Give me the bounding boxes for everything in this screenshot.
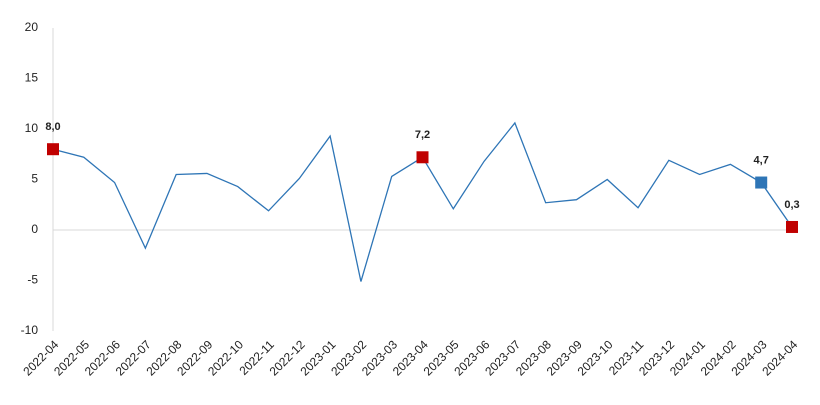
y-tick-label: -10 [21,323,39,337]
y-tick-label: 5 [31,172,38,186]
value-label: 0,3 [784,199,799,211]
marker [47,143,59,156]
marker [786,220,798,233]
y-tick-label: 20 [25,20,39,34]
marker [755,176,768,189]
value-label: 4,7 [754,154,769,166]
y-tick-label: 10 [25,121,39,135]
value-label: 7,2 [415,129,430,141]
y-tick-label: 15 [25,71,39,85]
y-tick-label: 0 [31,222,38,236]
marker [416,151,429,164]
series-line [52,121,793,282]
y-tick-label: -5 [27,273,38,287]
value-label: 8,0 [45,121,60,133]
